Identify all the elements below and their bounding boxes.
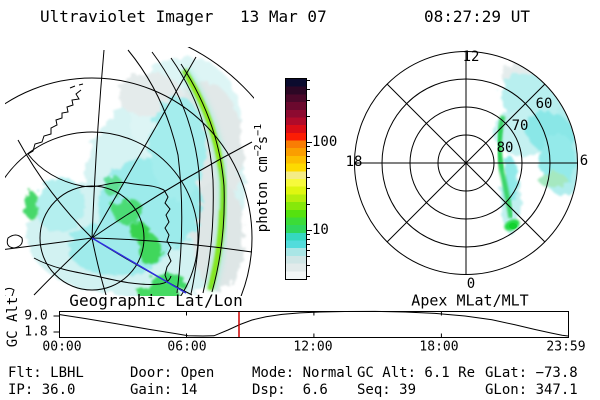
status-gcalt: GC Alt: 6.1 Re xyxy=(357,365,476,381)
ytick-1-8: 1.8 xyxy=(24,324,48,340)
mlt-label-18: 18 xyxy=(345,154,363,170)
mlat-label-60: 60 xyxy=(535,96,553,112)
app-title: Ultraviolet Imager xyxy=(40,7,214,26)
status-glat: GLat: −73.8 xyxy=(485,365,578,381)
mlat-label-70: 70 xyxy=(511,118,529,134)
status-glon: GLon: 347.1 xyxy=(485,382,578,398)
xtick-1200: 12:00 xyxy=(293,339,333,355)
status-ip: IP: 36.0 xyxy=(8,382,76,398)
mlt-label-12: 12 xyxy=(462,49,480,65)
colorbar-gradient xyxy=(285,78,307,280)
status-mode: Mode: Normal xyxy=(252,365,354,381)
mlt-label-6: 6 xyxy=(579,153,589,169)
xtick-0000: 00:00 xyxy=(42,339,82,355)
strip-ticks xyxy=(53,311,442,338)
map-caption: Geographic Lat/Lon xyxy=(69,291,243,310)
status-seq: Seq: 39 xyxy=(357,382,417,398)
title-date: 13 Mar 07 xyxy=(240,7,327,26)
title-time: 08:27:29 UT xyxy=(424,7,530,26)
apex-polar-plot xyxy=(354,51,578,275)
ytick-9: 9.0 xyxy=(24,308,48,324)
status-flt: Flt: LBHL xyxy=(8,365,84,381)
xtick-0600: 06:00 xyxy=(167,339,207,355)
mlt-label-0: 0 xyxy=(466,276,476,292)
geographic-map xyxy=(5,47,254,296)
xtick-1800: 18:00 xyxy=(419,339,459,355)
altitude-curve xyxy=(58,310,569,337)
status-gain: Gain: 14 xyxy=(130,382,198,398)
polar-caption: Apex MLat/MLT xyxy=(411,291,529,310)
gc-alt-strip-chart xyxy=(53,310,569,338)
status-dsp: Dsp: 6.6 xyxy=(252,382,328,398)
status-door: Door: Open xyxy=(130,365,215,381)
polar-grid xyxy=(354,51,578,275)
xtick-2359: 23:59 xyxy=(546,339,586,355)
colorbar-unit-label: photon cm−2s−1 xyxy=(253,123,271,233)
mlat-label-80: 80 xyxy=(496,140,514,156)
orbit-track xyxy=(91,237,187,294)
